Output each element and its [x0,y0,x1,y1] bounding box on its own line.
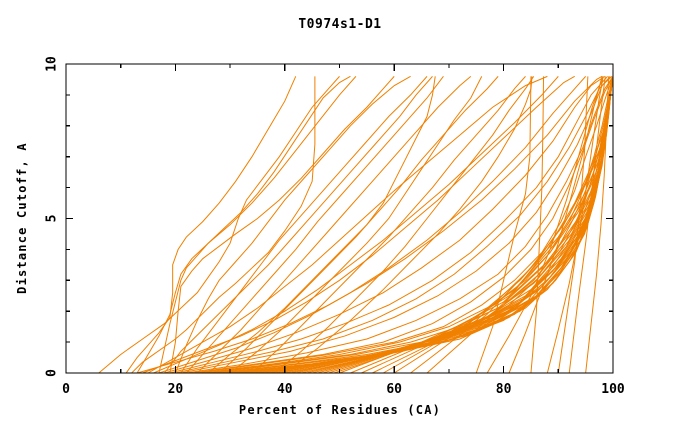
data-curve [142,75,575,374]
y-tick-label: 10 [45,56,60,72]
x-tick-label: 60 [386,382,402,397]
axis-ticks-group [65,63,614,374]
data-curve [202,76,614,374]
data-curve [191,76,614,374]
data-curve [557,76,589,374]
data-curve [273,76,535,374]
data-curve [486,76,604,374]
x-tick-label: 0 [62,382,70,397]
x-tick-label: 80 [496,382,512,397]
data-curve [98,76,340,374]
data-curve [568,76,606,374]
data-curve [185,76,444,374]
data-curve [169,76,395,374]
data-curve [164,75,606,374]
data-curve [426,76,614,374]
x-tick-label: 40 [277,382,293,397]
data-curve [180,76,428,374]
data-curve [125,76,297,374]
data-curve [164,76,433,374]
data-curve [147,75,548,374]
data-curve [169,76,608,374]
data-curve [530,76,545,374]
y-tick-label: 5 [45,215,60,223]
data-curve [268,76,614,374]
data-curve [136,76,357,374]
y-tick-labels-group: 0 5 10 [45,56,60,377]
data-curve [158,75,351,374]
x-tick-labels-group: 0 20 40 60 80 100 [62,382,625,397]
data-curve [175,76,611,374]
data-curve [136,75,603,374]
data-curve [186,76,614,374]
data-curve [240,76,614,374]
data-curve [251,76,526,374]
data-curve [229,76,483,374]
data-curve [546,76,604,374]
chart-title: T0974s1-D1 [298,17,382,32]
x-tick-label: 20 [168,382,184,397]
data-curve [174,75,411,374]
data-curve [475,76,532,374]
data-curve [158,76,587,374]
data-curve [196,75,472,374]
data-curve [585,76,610,374]
data-curve [197,76,614,374]
data-curve [508,76,603,374]
x-tick-label: 100 [601,382,625,397]
data-curves-group [98,75,614,374]
y-tick-label: 0 [45,369,60,377]
y-axis-label: Distance Cutoff, A [15,142,29,294]
x-axis-label: Percent of Residues (CA) [239,403,441,417]
data-curve [131,76,316,374]
data-curve [208,76,614,374]
data-curve [207,76,436,374]
data-curve [284,76,533,374]
